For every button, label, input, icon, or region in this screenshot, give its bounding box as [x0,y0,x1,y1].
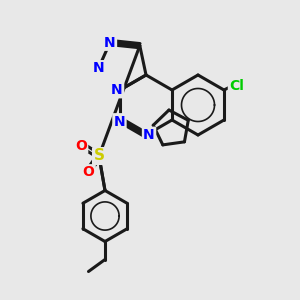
Text: N: N [93,61,104,75]
Text: S: S [94,148,104,164]
Text: O: O [75,139,87,152]
Text: Cl: Cl [229,79,244,92]
Text: N: N [111,83,123,97]
Text: N: N [143,128,155,142]
Text: N: N [114,115,125,128]
Text: O: O [82,166,94,179]
Text: N: N [104,35,116,50]
